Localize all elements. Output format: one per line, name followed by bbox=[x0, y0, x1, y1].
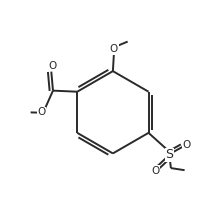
Text: O: O bbox=[110, 44, 118, 54]
Text: S: S bbox=[165, 148, 173, 161]
Text: O: O bbox=[37, 107, 45, 117]
Text: O: O bbox=[183, 140, 191, 150]
Text: O: O bbox=[151, 166, 160, 176]
Text: O: O bbox=[48, 61, 57, 71]
